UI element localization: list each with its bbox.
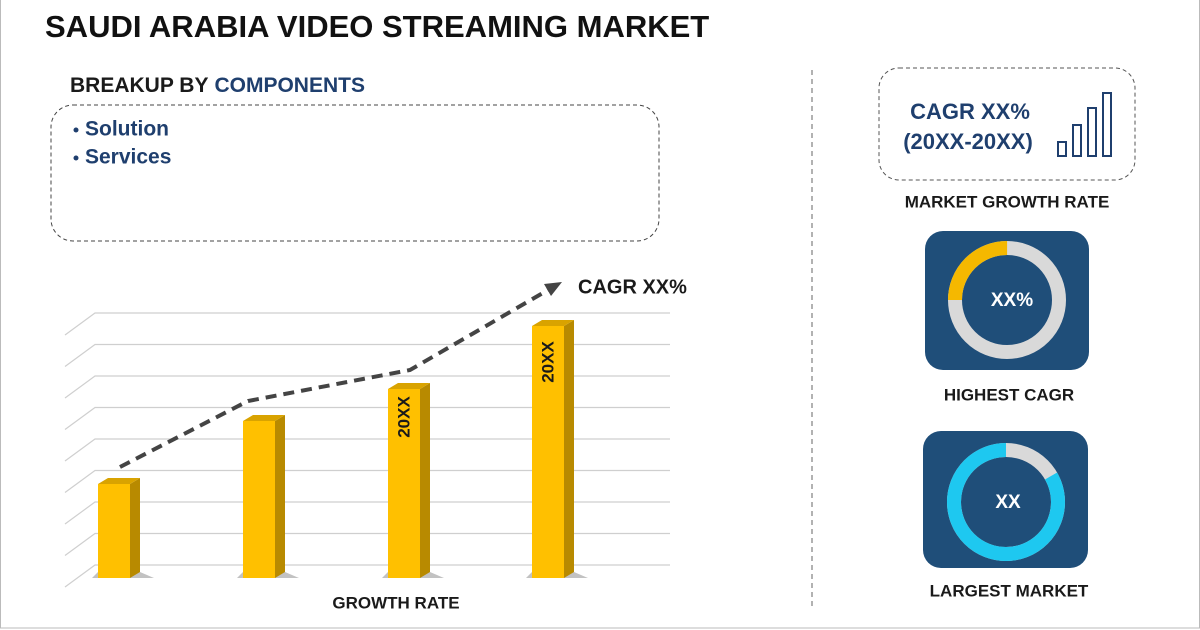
bar-top <box>388 383 430 389</box>
grid-line <box>64 532 670 556</box>
highest-value: XX% <box>991 290 1033 311</box>
breakup-item: Services <box>85 146 171 169</box>
bar-label: 20XX <box>394 396 413 438</box>
growth-icon <box>1057 92 1112 157</box>
breakup-highlight: COMPONENTS <box>214 74 365 97</box>
largest-value: XX <box>995 492 1021 513</box>
cagr-period: (20XX-20XX) <box>903 129 1033 154</box>
bar-front <box>98 484 130 578</box>
breakup-prefix: BREAKUP BY <box>70 74 208 97</box>
trend-arrow <box>544 282 562 296</box>
bar-label: 20XX <box>538 341 557 383</box>
bar-front <box>243 421 275 578</box>
grid-line <box>64 343 670 367</box>
bar-side <box>130 478 140 578</box>
largest-caption: LARGEST MARKET <box>930 581 1089 600</box>
breakup-box <box>50 104 660 242</box>
cagr-text: CAGR XX% <box>910 99 1030 124</box>
chart-annotation: CAGR XX% <box>578 276 687 298</box>
bar-side <box>564 320 574 578</box>
bullet <box>73 155 79 161</box>
grid-line <box>64 564 670 588</box>
chart-caption: GROWTH RATE <box>332 593 459 612</box>
bar-top <box>532 320 574 326</box>
bullet <box>73 127 79 133</box>
grid-line <box>64 312 670 336</box>
bar-top <box>243 415 285 421</box>
grid-line <box>64 375 670 399</box>
donut-arc <box>947 443 1065 561</box>
cagr-box <box>878 67 1136 181</box>
breakup-item: Solution <box>85 118 169 141</box>
bar-side <box>420 383 430 578</box>
grid-line <box>64 406 670 430</box>
growth-caption: MARKET GROWTH RATE <box>905 192 1110 211</box>
title: SAUDI ARABIA VIDEO STREAMING MARKET <box>45 9 709 44</box>
bar-side <box>275 415 285 578</box>
grid-line <box>64 438 670 462</box>
donut-arc <box>948 241 1066 359</box>
bar-top <box>98 478 140 484</box>
highest-caption: HIGHEST CAGR <box>944 385 1074 404</box>
trend-line <box>119 288 550 469</box>
grid <box>64 312 670 588</box>
breakup-label: BREAKUP BY COMPONENTS <box>70 74 365 97</box>
bar-front <box>532 326 564 578</box>
bar-front <box>388 389 420 578</box>
grid-line <box>64 469 670 493</box>
bars <box>92 320 588 578</box>
grid-line <box>64 501 670 525</box>
